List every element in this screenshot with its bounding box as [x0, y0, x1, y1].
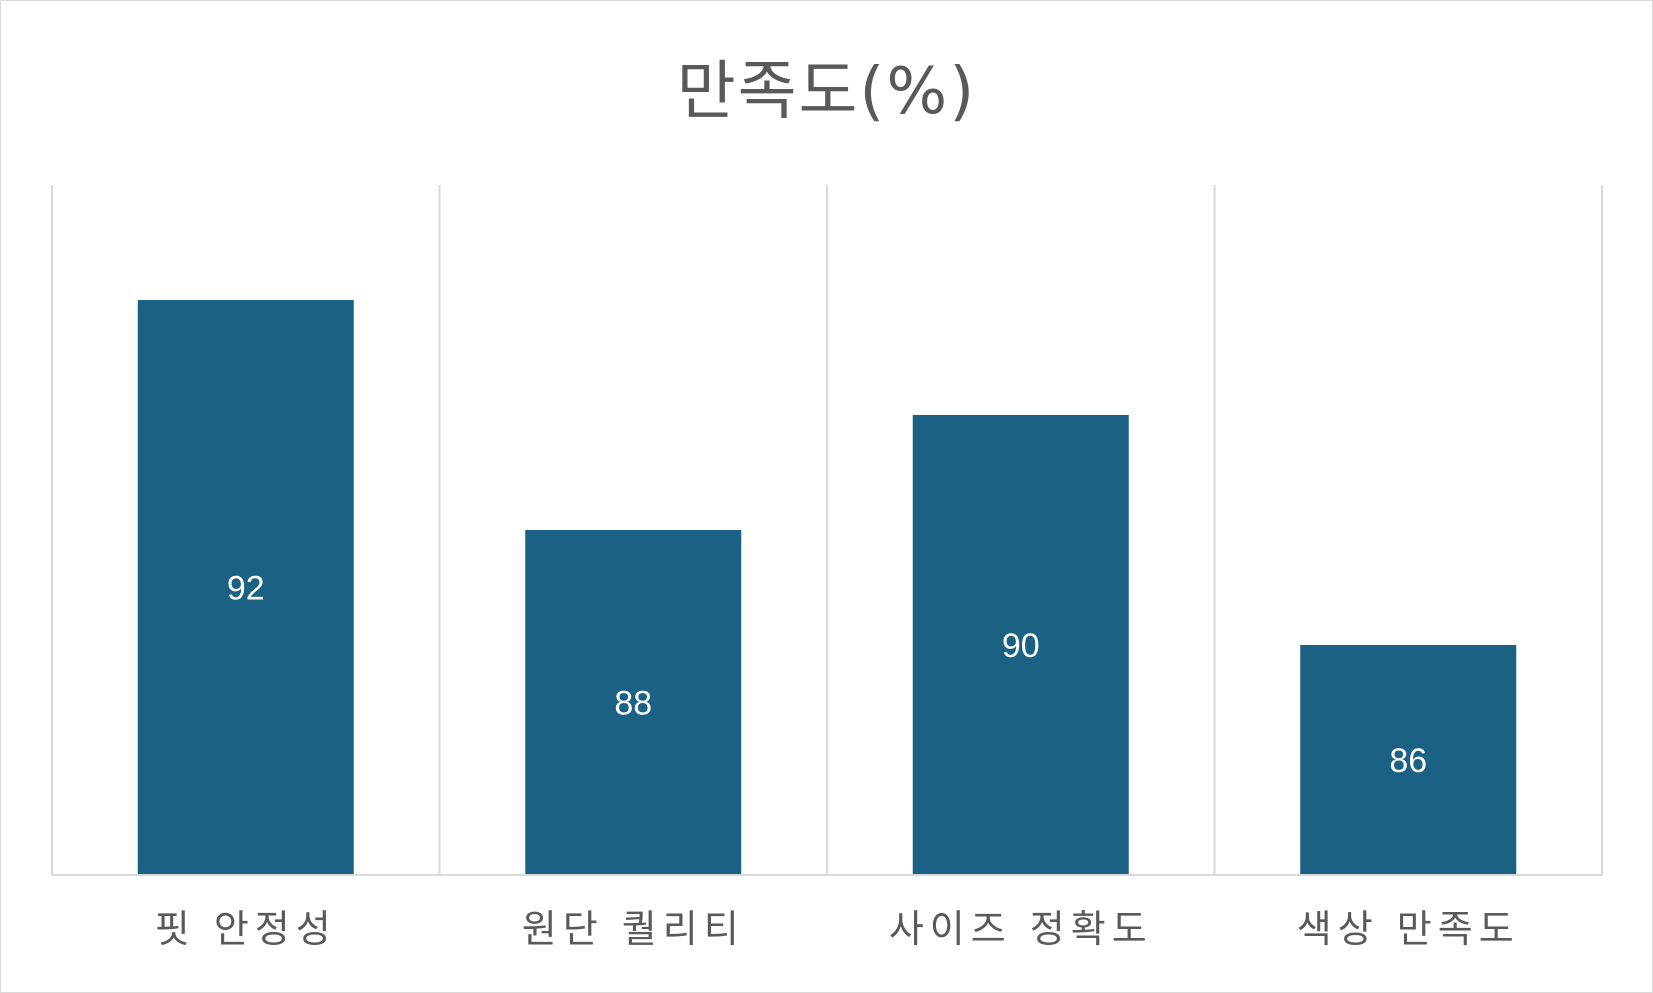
- data-label-3: 86: [1389, 742, 1427, 780]
- category-label-1: 원단 퀄리티: [522, 907, 745, 951]
- data-label-2: 90: [1002, 627, 1040, 665]
- bar-3: [1300, 645, 1517, 875]
- bar-2: [912, 415, 1129, 875]
- data-label-1: 88: [614, 685, 652, 723]
- category-label-0: 핏 안정성: [155, 907, 337, 951]
- category-label-3: 색상 만족도: [1297, 907, 1520, 951]
- bar-0: [137, 300, 354, 875]
- data-label-0: 92: [227, 570, 265, 608]
- chart-title: 만족도(%): [676, 55, 977, 129]
- category-label-2: 사이즈 정확도: [889, 907, 1153, 951]
- bar-1: [525, 530, 742, 875]
